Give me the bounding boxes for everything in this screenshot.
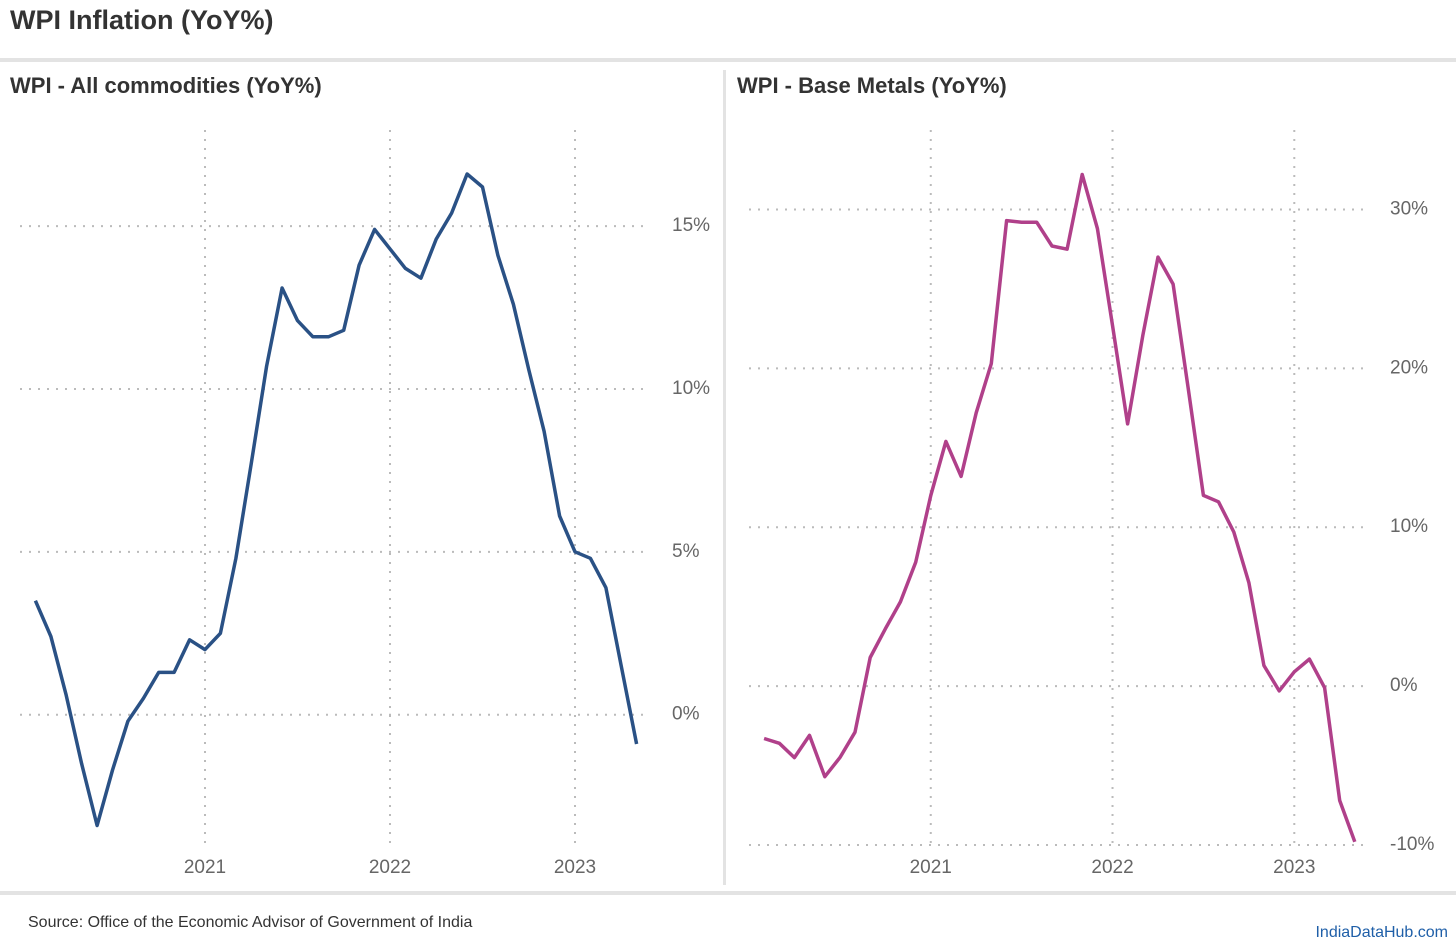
- y-tick-label: 15%: [672, 215, 710, 236]
- source: Source: Office of the Economic Advisor o…: [28, 914, 472, 931]
- y-tick-label: 10%: [672, 378, 710, 399]
- divider: [723, 70, 726, 885]
- line: [763, 172, 1357, 843]
- y-tick-label: 10%: [1390, 516, 1428, 537]
- y-tick-label: 5%: [672, 541, 700, 562]
- x-tick-label: 2022: [1091, 857, 1133, 878]
- line: [33, 172, 639, 828]
- separator: [0, 891, 1456, 895]
- y-tick-label: -10%: [1390, 834, 1434, 855]
- x-tick-label: 2023: [554, 857, 596, 878]
- chart-title: WPI - All commodities (YoY%): [10, 73, 322, 98]
- x-tick-label: 2023: [1273, 857, 1315, 878]
- separator: [0, 58, 1456, 62]
- brand: IndiaDataHub.com: [1315, 924, 1448, 941]
- x-tick-label: 2021: [910, 857, 952, 878]
- x-tick-label: 2022: [369, 857, 411, 878]
- y-tick-label: 20%: [1390, 357, 1428, 378]
- x-tick-label: 2021: [184, 857, 226, 878]
- page-title: WPI Inflation (YoY%): [10, 5, 273, 35]
- y-tick-label: 0%: [672, 704, 700, 725]
- chart-title: WPI - Base Metals (YoY%): [737, 73, 1007, 98]
- y-tick-label: 30%: [1390, 198, 1428, 219]
- y-tick-label: 0%: [1390, 675, 1418, 696]
